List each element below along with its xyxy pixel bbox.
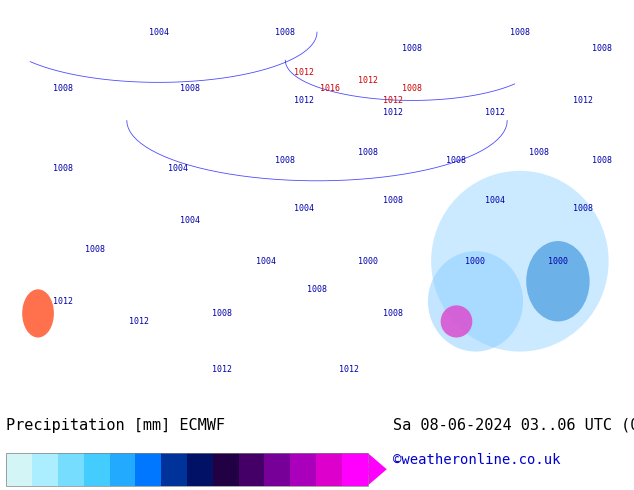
Text: 1008: 1008 [383,196,403,205]
Text: 1000: 1000 [465,257,486,266]
Text: ©weatheronline.co.uk: ©weatheronline.co.uk [393,453,560,467]
Text: 1012: 1012 [339,365,359,374]
Text: 1008: 1008 [592,156,612,165]
Bar [213,453,238,486]
Text: 1008: 1008 [592,44,612,53]
Text: 1012: 1012 [129,317,150,326]
Text: 1012: 1012 [383,96,403,105]
Text: 1008: 1008 [275,156,295,165]
Text: 1008: 1008 [85,245,105,254]
Text: 1008: 1008 [573,204,593,214]
Bar [6,453,368,486]
Text: 1008: 1008 [307,285,327,294]
Bar [6,453,32,486]
Text: 1008: 1008 [402,84,422,93]
Text: 1012: 1012 [294,96,314,105]
Ellipse shape [441,305,472,338]
Bar [58,453,84,486]
Text: 1012: 1012 [383,108,403,117]
Text: Precipitation [mm] ECMWF: Precipitation [mm] ECMWF [6,417,225,433]
Text: 1008: 1008 [212,309,232,318]
Ellipse shape [22,289,54,338]
Text: 1012: 1012 [573,96,593,105]
Text: 1008: 1008 [529,148,549,157]
Bar [161,453,187,486]
Bar [290,453,316,486]
Text: 1000: 1000 [548,257,568,266]
Text: 1012: 1012 [294,68,314,77]
Text: 1016: 1016 [320,84,340,93]
Bar [264,453,290,486]
Text: 1008: 1008 [402,44,422,53]
Bar [32,453,58,486]
Bar [342,453,368,486]
Text: 1004: 1004 [484,196,505,205]
Ellipse shape [431,171,609,352]
Text: 1012: 1012 [53,297,74,306]
Ellipse shape [526,241,590,321]
Text: 1004: 1004 [180,217,200,225]
Text: 1008: 1008 [446,156,467,165]
Text: 1004: 1004 [294,204,314,214]
Bar [136,453,161,486]
Text: 1008: 1008 [358,148,378,157]
Text: 1012: 1012 [212,365,232,374]
Text: 1008: 1008 [180,84,200,93]
Text: 1008: 1008 [275,27,295,37]
Bar [84,453,110,486]
Ellipse shape [428,251,523,352]
Bar [238,453,264,486]
Text: 1000: 1000 [358,257,378,266]
Bar [187,453,213,486]
Text: 1012: 1012 [358,76,378,85]
Text: 1004: 1004 [167,164,188,173]
Text: 1008: 1008 [53,84,74,93]
Text: 1012: 1012 [484,108,505,117]
Text: 1004: 1004 [256,257,276,266]
Bar [110,453,136,486]
Text: 1008: 1008 [510,27,530,37]
Text: 1004: 1004 [148,27,169,37]
Polygon shape [368,453,387,486]
Text: 1008: 1008 [383,309,403,318]
Text: Sa 08-06-2024 03..06 UTC (00+102): Sa 08-06-2024 03..06 UTC (00+102) [393,417,634,433]
Text: 1008: 1008 [53,164,74,173]
Bar [316,453,342,486]
